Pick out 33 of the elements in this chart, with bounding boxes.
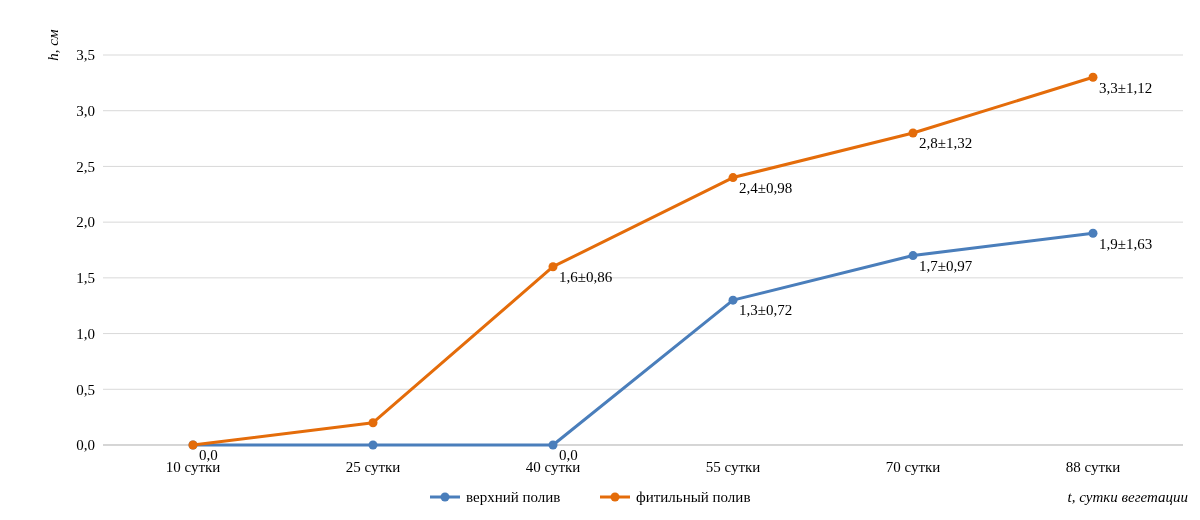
data-label: 1,9±1,63 [1099,235,1153,252]
y-axis-title: h, см [45,28,61,61]
point [368,418,378,428]
y-tick-label: 3,5 [76,47,95,64]
y-tick-label: 0,0 [76,437,95,454]
point [1088,228,1098,238]
y-tick-label: 3,0 [76,102,95,119]
data-label: 1,6±0,86 [559,268,613,285]
data-label: 2,8±1,32 [919,135,973,152]
data-label: 3,3±1,12 [1099,79,1153,96]
x-tick-label: 55 сутки [705,459,761,475]
point [368,440,378,450]
x-tick-label: 25 сутки [345,459,401,475]
y-tick-label: 2,5 [76,158,95,175]
legend-label: верхний полив [466,489,561,505]
y-tick-label: 2,0 [76,214,95,231]
data-label: 1,7±0,97 [919,257,973,274]
point [548,262,558,272]
legend-label: фитильный полив [636,489,751,505]
point [548,440,558,450]
y-tick-label: 1,0 [76,325,95,342]
x-tick-label: 88 сутки [1065,459,1121,475]
point [908,251,918,261]
y-tick-label: 1,5 [76,270,95,287]
point [728,295,738,305]
x-tick-label: 70 сутки [885,459,941,475]
y-tick-label: 0,5 [76,381,95,398]
data-label: 1,3±0,72 [739,302,793,319]
data-label: 2,4±0,98 [739,179,793,196]
x-axis-title: t, сутки вегетации [1067,489,1188,505]
point [908,128,918,138]
point [1088,72,1098,82]
point [728,173,738,183]
